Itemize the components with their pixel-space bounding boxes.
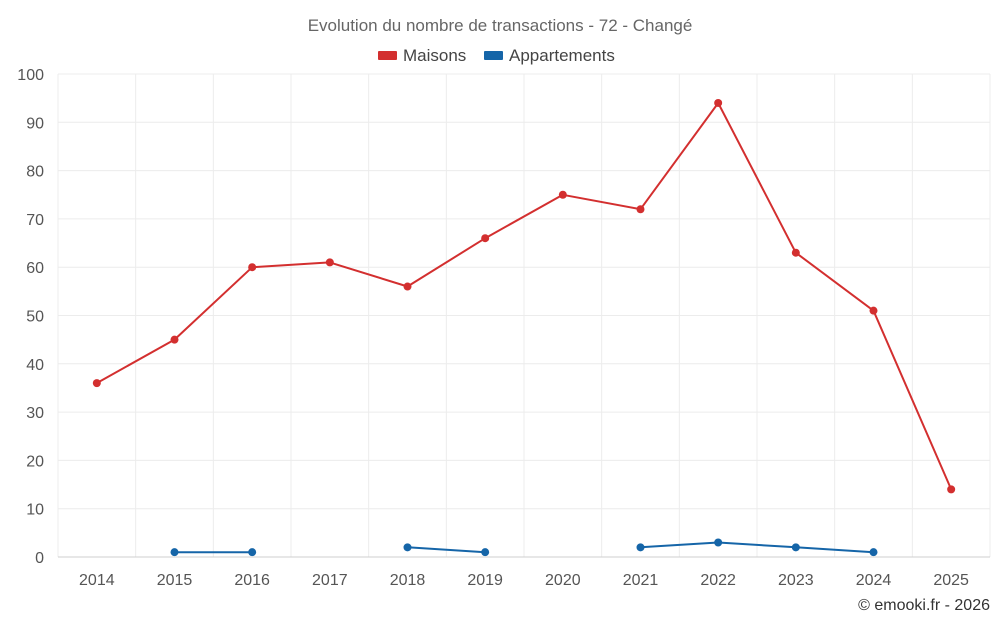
- data-point-appartements-2024[interactable]: [869, 548, 878, 557]
- series-group: [92, 98, 956, 557]
- y-tick-label-9: 90: [26, 115, 44, 132]
- grid: [57, 73, 991, 558]
- y-tick-label-4: 40: [26, 357, 44, 374]
- data-point-maisons-2021[interactable]: [636, 205, 645, 214]
- data-point-maisons-2022[interactable]: [714, 98, 723, 107]
- data-point-maisons-2015[interactable]: [170, 335, 179, 344]
- data-point-maisons-2020[interactable]: [558, 190, 567, 199]
- legend-label-appartements[interactable]: Appartements: [509, 46, 615, 65]
- x-tick-label-2019: 2019: [467, 572, 503, 589]
- series-line-maisons: [96, 102, 953, 490]
- data-point-maisons-2016[interactable]: [248, 263, 257, 272]
- x-tick-label-2020: 2020: [545, 572, 581, 589]
- y-axis: 0 10 20 30 40 50 60 70 80 90 100: [17, 67, 44, 567]
- data-point-maisons-2024[interactable]: [869, 306, 878, 315]
- data-point-maisons-2018[interactable]: [403, 282, 412, 291]
- data-point-maisons-2025[interactable]: [947, 485, 956, 494]
- data-point-maisons-2019[interactable]: [481, 234, 490, 243]
- y-tick-label-1: 10: [26, 502, 44, 519]
- x-tick-label-2024: 2024: [856, 572, 892, 589]
- legend: Maisons Appartements: [378, 46, 615, 65]
- legend-swatch-maisons[interactable]: [378, 51, 397, 60]
- y-tick-label-5: 50: [26, 309, 44, 326]
- x-axis: 2014 2015 2016 2017 2018 2019 2020 2021 2022 2023…: [79, 572, 969, 589]
- series-line-appartements: [174, 541, 874, 554]
- data-point-appartements-2023[interactable]: [791, 543, 800, 552]
- x-tick-label-2018: 2018: [390, 572, 426, 589]
- data-point-appartements-2019[interactable]: [481, 548, 490, 557]
- y-tick-label-0: 0: [35, 550, 44, 567]
- data-point-appartements-2018[interactable]: [403, 543, 412, 552]
- legend-label-maisons[interactable]: Maisons: [403, 46, 466, 65]
- credit-text: © emooki.fr - 2026: [858, 597, 990, 614]
- data-point-appartements-2021[interactable]: [636, 543, 645, 552]
- data-point-maisons-2017[interactable]: [325, 258, 334, 267]
- x-tick-label-2023: 2023: [778, 572, 814, 589]
- x-tick-label-2015: 2015: [157, 572, 193, 589]
- y-tick-label-8: 80: [26, 164, 44, 181]
- data-point-maisons-2014[interactable]: [92, 379, 101, 388]
- y-tick-label-2: 20: [26, 453, 44, 470]
- x-tick-label-2016: 2016: [234, 572, 270, 589]
- x-tick-label-2021: 2021: [623, 572, 659, 589]
- x-tick-label-2017: 2017: [312, 572, 348, 589]
- y-tick-label-10: 100: [17, 67, 44, 84]
- data-point-maisons-2023[interactable]: [791, 248, 800, 257]
- data-point-appartements-2015[interactable]: [170, 548, 179, 557]
- legend-swatch-appartements[interactable]: [484, 51, 503, 60]
- x-tick-label-2014: 2014: [79, 572, 115, 589]
- y-tick-label-7: 70: [26, 212, 44, 229]
- data-point-appartements-2016[interactable]: [248, 548, 257, 557]
- chart-title: Evolution du nombre de transactions - 72…: [308, 16, 693, 35]
- x-tick-label-2025: 2025: [933, 572, 969, 589]
- x-tick-label-2022: 2022: [700, 572, 736, 589]
- data-point-appartements-2022[interactable]: [714, 538, 723, 547]
- y-tick-label-6: 60: [26, 260, 44, 277]
- y-tick-label-3: 30: [26, 405, 44, 422]
